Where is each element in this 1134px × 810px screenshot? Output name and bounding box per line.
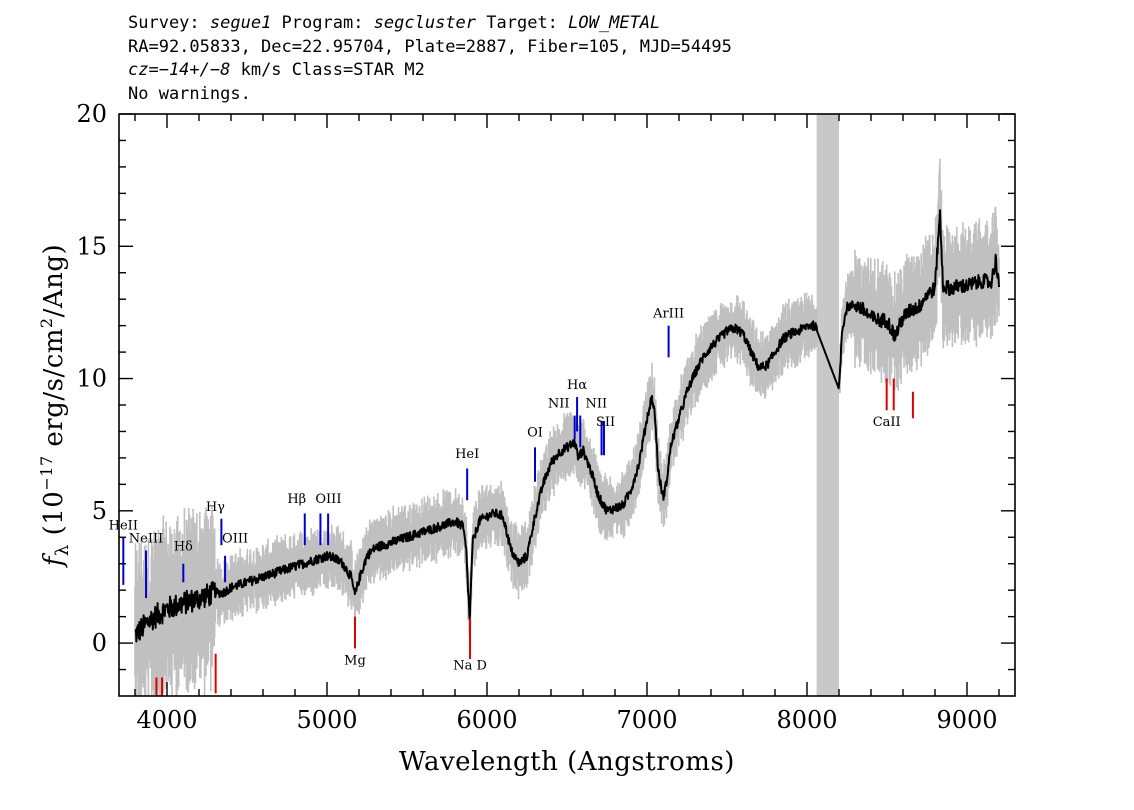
header-line-survey: Survey: segue1 Program: segcluster Targe… (128, 12, 732, 36)
masked-band (816, 114, 839, 696)
emission-line-label: NeIII (129, 532, 163, 547)
spectrum-header: Survey: segue1 Program: segcluster Targe… (128, 12, 732, 106)
emission-line-label: OIII (315, 492, 341, 507)
noise-layer (134, 158, 1000, 696)
x-tick-label: 7000 (616, 706, 677, 734)
target-label: Target: (476, 13, 569, 33)
x-tick-label: 6000 (456, 706, 517, 734)
y-tick-label: 5 (92, 497, 107, 525)
noise-band (134, 158, 1000, 696)
y-axis-title-exp2: 2 (37, 317, 56, 328)
absorption-line-label: Na D (453, 659, 487, 674)
emission-line-label: Hγ (206, 500, 225, 515)
spectral-line-layer (122, 325, 914, 696)
target-value: LOW_METAL (568, 13, 661, 33)
x-tick-label: 8000 (776, 706, 837, 734)
cz-value: cz=−14+/−8 (128, 60, 231, 80)
masked-band-layer (816, 114, 839, 696)
emission-line-label: SII (596, 415, 615, 430)
emission-line-label: Hα (567, 378, 587, 393)
header-line-redshift: cz=−14+/−8 km/s Class=STAR M2 (128, 59, 732, 83)
y-axis-title-exp1: −17 (37, 455, 56, 490)
y-axis-title-text: f (39, 552, 69, 568)
x-axis-title: Wavelength (Angstroms) (399, 747, 735, 777)
y-tick-label: 15 (76, 232, 107, 260)
emission-line-label: Hδ (174, 540, 193, 555)
y-axis-title-sub: λ (52, 544, 73, 556)
absorption-line-label: Mg (344, 653, 366, 668)
emission-line-label: NII (585, 397, 607, 412)
survey-value: segue1 (209, 13, 272, 33)
program-value: segcluster (373, 13, 477, 33)
y-axis-title-rest: (10 (39, 491, 69, 545)
x-tick-label: 4000 (136, 706, 197, 734)
y-axis-title-rest2: erg/s/cm (39, 328, 69, 455)
spectrum-line (134, 209, 1000, 643)
program-label: Program: (271, 13, 374, 33)
x-tick-label: 5000 (296, 706, 357, 734)
header-line-coords: RA=92.05833, Dec=22.95704, Plate=2887, F… (128, 36, 732, 57)
y-axis-title-rest3: /Ang) (39, 244, 69, 318)
absorption-line-label: CaII (873, 415, 901, 430)
y-axis-title: fλ (10−17 erg/s/cm2/Ang) (37, 244, 73, 568)
emission-line-label: ArIII (652, 307, 684, 322)
emission-line-label: NII (548, 397, 570, 412)
emission-line-label: HeI (455, 447, 479, 462)
survey-label: Survey: (128, 13, 210, 33)
y-tick-label: 20 (76, 100, 107, 128)
emission-line-label: OIII (222, 532, 248, 547)
axes-layer: 4000 5000 6000 7000 8000 9000 0 5 10 15 20 (76, 100, 1016, 734)
series-layer (134, 209, 1000, 643)
emission-line-label: HeII (109, 518, 138, 533)
class-value: km/s Class=STAR M2 (230, 60, 425, 80)
emission-line-label: OI (527, 426, 543, 441)
y-tick-label: 0 (92, 629, 107, 657)
emission-line-label: Hβ (287, 492, 306, 507)
x-tick-label: 9000 (936, 706, 997, 734)
y-tick-label: 10 (76, 365, 107, 393)
header-line-warnings: No warnings. (128, 83, 251, 104)
